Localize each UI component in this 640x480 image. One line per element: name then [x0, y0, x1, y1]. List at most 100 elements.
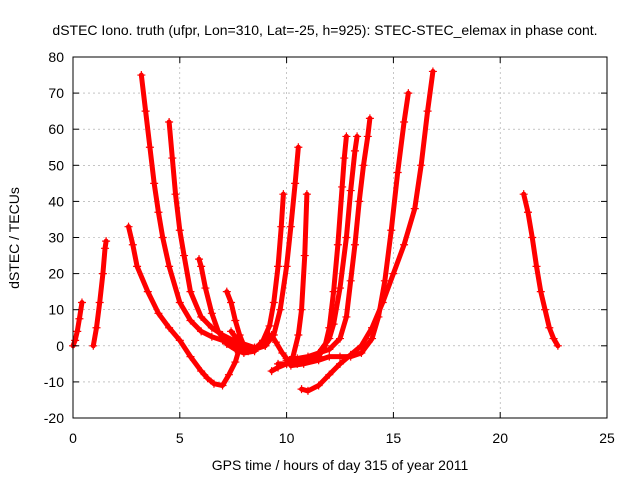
data-point	[342, 233, 351, 242]
y-tick-label: 80	[48, 49, 64, 65]
data-point	[286, 222, 295, 231]
data-point	[197, 312, 206, 321]
data-point	[336, 359, 344, 368]
data-point	[95, 298, 104, 307]
data-point	[353, 132, 362, 141]
x-tick-label: 20	[492, 430, 508, 446]
data-point	[279, 190, 288, 199]
data-point	[293, 354, 302, 363]
data-point	[387, 226, 396, 235]
data-point	[359, 161, 368, 170]
y-tick-label: 10	[48, 302, 64, 318]
data-point	[180, 251, 189, 260]
data-point	[201, 284, 210, 293]
data-point	[143, 287, 152, 296]
data-point	[271, 338, 280, 347]
series-trace	[232, 144, 301, 351]
data-point	[158, 233, 167, 242]
data-point	[175, 226, 184, 235]
data-point	[259, 336, 268, 345]
y-tick-label: 20	[48, 266, 64, 282]
data-point	[276, 305, 285, 314]
data-point	[89, 341, 98, 350]
x-tick-label: 15	[386, 430, 402, 446]
data-point	[222, 339, 231, 348]
data-point	[150, 179, 159, 188]
data-point	[73, 327, 82, 336]
data-point	[197, 327, 206, 336]
series-6	[195, 255, 259, 358]
data-point	[423, 107, 432, 116]
data-point	[269, 298, 278, 307]
data-point	[77, 298, 86, 307]
data-point	[214, 327, 223, 336]
data-point	[98, 269, 107, 278]
data-point	[357, 349, 366, 358]
data-point	[137, 71, 146, 80]
y-tick-label: 0	[56, 338, 64, 354]
x-tick-label: 0	[69, 430, 77, 446]
data-point	[545, 323, 554, 332]
data-point	[218, 381, 227, 390]
data-point	[314, 356, 323, 365]
data-point	[145, 143, 154, 152]
data-point	[186, 316, 195, 325]
data-point	[368, 323, 377, 332]
data-point	[282, 356, 291, 365]
data-point	[222, 287, 231, 296]
data-point	[297, 385, 306, 394]
data-point	[302, 190, 311, 199]
data-point	[133, 262, 142, 271]
series-15	[297, 67, 437, 395]
data-point	[417, 161, 426, 170]
data-point	[294, 330, 303, 339]
x-tick-label: 10	[279, 430, 295, 446]
series-9	[231, 143, 303, 352]
data-point	[325, 370, 334, 379]
series-trace	[288, 90, 411, 369]
y-tick-label: 50	[48, 157, 64, 173]
y-tick-label: 30	[48, 230, 64, 246]
data-point	[300, 251, 309, 260]
data-point	[141, 107, 150, 116]
data-point	[286, 361, 295, 370]
data-point	[410, 204, 419, 213]
data-point	[124, 222, 133, 231]
data-point	[294, 143, 303, 152]
series-2	[89, 237, 111, 350]
data-point	[428, 67, 437, 76]
data-point	[329, 287, 338, 296]
data-point	[355, 197, 364, 206]
data-point	[128, 240, 137, 249]
data-point	[365, 114, 374, 123]
data-point	[71, 336, 80, 345]
data-point	[101, 244, 110, 253]
chart-title: dSTEC Iono. truth (ufpr, Lon=310, Lat=-2…	[52, 22, 597, 38]
y-axis-label: dSTEC / TECUs	[6, 187, 22, 289]
data-point	[378, 298, 387, 307]
data-point	[227, 298, 236, 307]
data-point	[325, 345, 334, 354]
data-point	[197, 262, 206, 271]
series-12	[274, 132, 351, 368]
data-point	[175, 298, 184, 307]
data-point	[368, 334, 377, 343]
data-point	[314, 381, 323, 390]
data-point	[303, 386, 312, 395]
series-trace	[90, 238, 109, 349]
data-point	[314, 349, 323, 358]
data-point	[342, 132, 351, 141]
data-point	[336, 352, 344, 361]
data-point	[207, 332, 216, 341]
data-point	[303, 352, 312, 361]
data-point	[532, 262, 541, 271]
data-point	[250, 343, 259, 352]
data-point	[231, 345, 240, 354]
y-tick-label: -10	[44, 374, 64, 390]
data-point	[168, 154, 177, 163]
data-point	[154, 309, 163, 318]
data-point	[186, 352, 195, 361]
data-point	[346, 276, 355, 285]
data-point	[195, 255, 204, 264]
